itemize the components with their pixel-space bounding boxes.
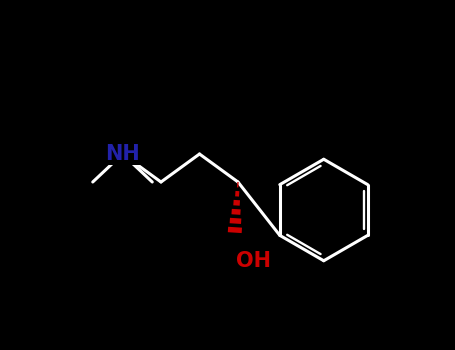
Text: OH: OH bbox=[236, 251, 271, 271]
Text: NH: NH bbox=[105, 144, 140, 164]
